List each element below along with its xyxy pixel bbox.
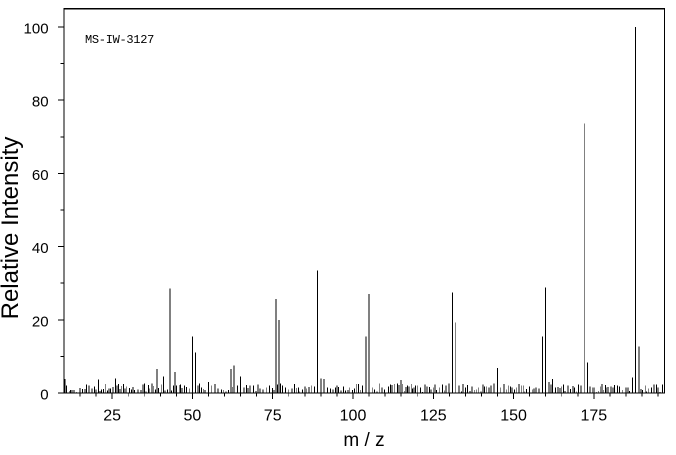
svg-text:150: 150: [500, 408, 527, 425]
svg-text:20: 20: [32, 313, 49, 330]
svg-text:0: 0: [40, 386, 48, 403]
svg-text:25: 25: [103, 408, 121, 425]
svg-text:50: 50: [184, 408, 202, 425]
svg-text:80: 80: [32, 94, 49, 111]
svg-text:100: 100: [340, 408, 367, 425]
svg-text:m / z: m / z: [343, 430, 384, 451]
svg-text:125: 125: [420, 408, 447, 425]
svg-text:40: 40: [32, 240, 49, 257]
svg-text:100: 100: [24, 21, 49, 38]
svg-text:175: 175: [581, 408, 608, 425]
svg-text:60: 60: [32, 167, 49, 184]
svg-text:Relative Intensity: Relative Intensity: [0, 137, 24, 320]
svg-text:MS-IW-3127: MS-IW-3127: [85, 33, 154, 47]
svg-text:75: 75: [264, 408, 282, 425]
